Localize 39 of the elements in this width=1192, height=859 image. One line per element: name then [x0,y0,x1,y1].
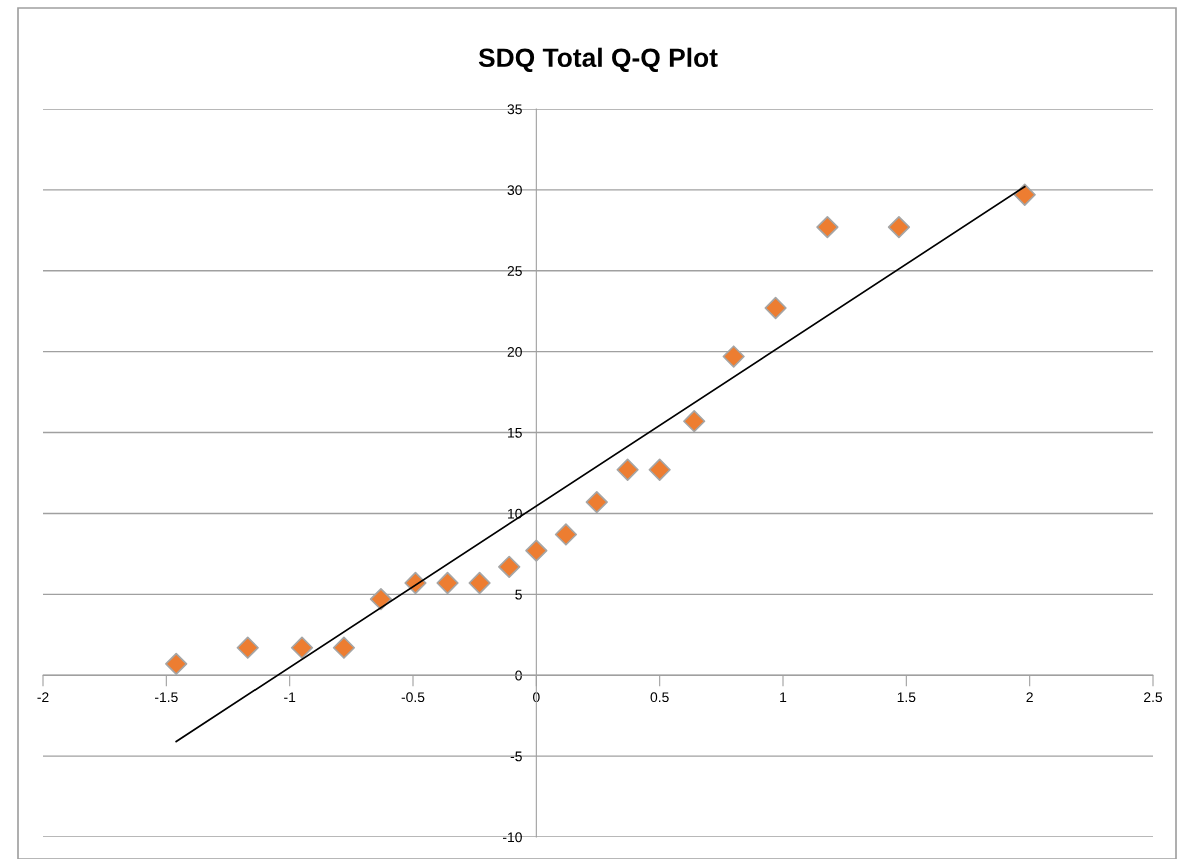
y-tick-label: 15 [508,428,522,438]
point [165,652,188,676]
y-tick-label: 25 [507,266,522,276]
point [585,490,608,514]
point [554,523,578,546]
point [722,345,745,368]
x-tick-label: 2 [1026,692,1033,702]
point [369,588,393,611]
x-tick-label: 0.5 [650,692,669,703]
y-tick-label: 20 [507,347,522,357]
x-tick-label: 1 [780,692,787,702]
point [887,215,911,239]
x-tick-label: -0.5 [401,692,425,703]
x-tick-label: 0 [533,692,540,703]
point [332,636,356,659]
x-tick-label: -2 [37,692,49,702]
y-tick-label: -10 [502,832,522,843]
x-tick-label: -1 [284,692,296,702]
x-tick-label: -1.5 [154,692,178,703]
x-tick-label: 2.5 [1144,692,1163,703]
y-tick-label: -5 [510,751,522,762]
y-tick-label: 5 [515,589,522,600]
point [436,571,459,595]
x-tick-label: 1.5 [897,692,916,703]
point [498,555,521,578]
point [648,458,671,481]
point [683,410,706,433]
point [236,636,259,659]
point [290,636,314,659]
y-tick-label: 30 [507,185,522,196]
chart-title: SDQ Total Q-Q Plot [478,47,718,73]
point [764,296,787,320]
y-tick-label: 35 [507,104,522,115]
point [525,539,548,562]
point [1013,183,1036,206]
point [468,571,491,595]
point [816,215,839,239]
point [616,458,639,481]
y-tick-label: 0 [515,670,522,681]
